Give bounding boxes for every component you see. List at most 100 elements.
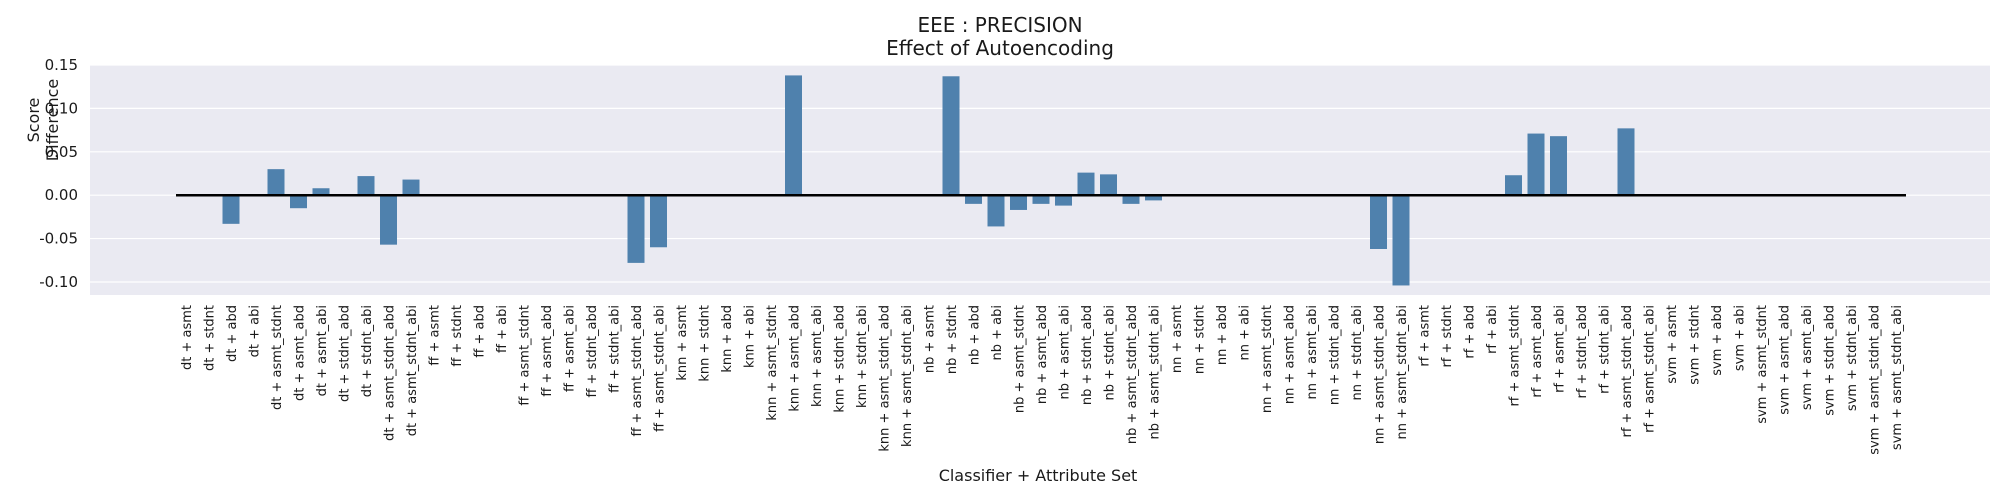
bar	[1055, 195, 1072, 206]
x-tick-label: ff + stdnt_abi	[608, 305, 623, 393]
x-tick-label: ff + abd	[473, 305, 488, 358]
x-tick-label: dt + asmt_abd	[293, 305, 308, 401]
y-tick-label: 0.10	[45, 99, 78, 117]
x-tick-label: dt + asmt_abi	[315, 305, 330, 396]
bar	[1077, 172, 1095, 196]
x-tick-label: svm + asmt_stdnt	[1755, 305, 1770, 424]
x-tick-label: svm + asmt_stdnt_abi	[1890, 305, 1905, 450]
bar	[1527, 133, 1545, 196]
x-tick-label: dt + stdnt_abd	[338, 305, 353, 402]
x-tick-label: rf + abi	[1485, 305, 1500, 354]
x-tick-label: dt + abd	[225, 305, 240, 362]
bar	[1550, 136, 1567, 196]
x-tick-label: knn + stdnt_abd	[833, 305, 848, 413]
x-tick-label: ff + asmt_stdnt_abi	[653, 305, 668, 432]
x-tick-label: knn + asmt_stdnt	[765, 305, 780, 421]
x-tick-label: dt + asmt	[180, 305, 195, 370]
x-tick-label: nn + abd	[1215, 305, 1230, 365]
x-tick-label: rf + asmt_stdnt_abd	[1620, 305, 1635, 438]
x-tick-label: svm + stdnt	[1688, 305, 1703, 385]
bar	[357, 176, 375, 196]
x-tick-label: rf + asmt	[1418, 305, 1433, 367]
x-tick-label: nb + stdnt	[945, 305, 960, 374]
x-tick-label: rf + asmt_stdnt	[1508, 305, 1523, 407]
bar	[627, 195, 645, 263]
chart-subtitle: Effect of Autoencoding	[886, 36, 1114, 60]
x-tick-label: dt + stdnt	[203, 305, 218, 371]
y-tick-label: -0.10	[39, 273, 78, 291]
bar	[965, 195, 982, 204]
x-tick-label: rf + asmt_abi	[1553, 305, 1568, 393]
x-tick-label: nn + asmt_stdnt_abd	[1373, 305, 1388, 444]
bar	[312, 188, 330, 196]
bar	[380, 195, 397, 245]
bar	[1505, 175, 1522, 196]
x-tick-label: nb + asmt_stdnt	[1013, 305, 1028, 413]
bar	[942, 76, 960, 196]
x-tick-label: knn + asmt_stdnt_abd	[878, 305, 893, 452]
bar	[222, 195, 240, 224]
x-tick-label: nb + abi	[990, 305, 1005, 360]
x-tick-label: dt + stdnt_abi	[360, 305, 375, 397]
x-tick-label: nb + asmt_stdnt_abd	[1125, 305, 1140, 444]
bar	[402, 179, 420, 196]
x-tick-label: nn + asmt_abi	[1305, 305, 1320, 399]
x-tick-label: nb + asmt_stdnt_abi	[1148, 305, 1163, 439]
chart-title: EEE : PRECISION	[917, 13, 1083, 37]
x-tick-label: nn + asmt_stdnt_abi	[1395, 305, 1410, 439]
x-tick-label: dt + asmt_stdnt_abd	[383, 305, 398, 441]
x-tick-label: ff + stdnt	[450, 305, 465, 367]
x-tick-label: nb + asmt_abd	[1035, 305, 1050, 404]
bar	[267, 169, 285, 196]
y-tick-label: 0.15	[45, 56, 78, 74]
bar	[1145, 195, 1162, 201]
x-tick-label: nb + stdnt_abi	[1103, 305, 1118, 400]
x-tick-label: ff + asmt_abi	[563, 305, 578, 392]
bar	[987, 195, 1005, 227]
x-tick-label: ff + stdnt_abd	[585, 305, 600, 398]
y-tick-label: 0.05	[45, 143, 78, 161]
x-tick-label: knn + stdnt_abi	[855, 305, 870, 408]
plot-background	[90, 65, 1990, 295]
x-tick-label: nn + stdnt_abi	[1350, 305, 1365, 400]
x-tick-label: knn + abi	[743, 305, 758, 368]
x-tick-label: svm + asmt_abi	[1800, 305, 1815, 410]
x-tick-label: nb + asmt	[923, 305, 938, 373]
x-tick-label: dt + abi	[248, 305, 263, 357]
x-tick-label: ff + abi	[495, 305, 510, 353]
bar	[1370, 195, 1387, 249]
x-tick-label: knn + asmt_stdnt_abi	[900, 305, 915, 447]
x-tick-label: ff + asmt_stdnt_abd	[630, 305, 645, 437]
x-tick-label: knn + asmt_abd	[788, 305, 803, 412]
x-tick-label: nb + asmt_abi	[1058, 305, 1073, 399]
bar	[785, 75, 802, 196]
bar	[290, 195, 307, 209]
x-tick-label: rf + stdnt_abi	[1598, 305, 1613, 394]
x-tick-label: svm + abd	[1710, 305, 1725, 376]
x-tick-label: nn + stdnt_abd	[1328, 305, 1343, 405]
x-tick-label: knn + asmt	[675, 305, 690, 381]
bar	[1392, 195, 1410, 286]
x-tick-label: nn + abi	[1238, 305, 1253, 360]
y-tick-label: -0.05	[39, 230, 78, 248]
bar	[650, 195, 667, 248]
x-tick-label: nb + stdnt_abd	[1080, 305, 1095, 405]
x-tick-label: nn + asmt	[1170, 305, 1185, 373]
x-tick-label: dt + asmt_stdnt_abi	[405, 305, 420, 436]
x-tick-label: rf + stdnt	[1440, 305, 1455, 368]
x-tick-label: rf + stdnt_abd	[1575, 305, 1590, 399]
x-tick-label: knn + asmt_abi	[810, 305, 825, 407]
x-tick-label: svm + asmt	[1665, 305, 1680, 384]
bar	[1122, 195, 1140, 204]
x-tick-label: nn + stdnt	[1193, 305, 1208, 374]
y-axis-label: Score Difference	[24, 78, 62, 162]
bar	[1100, 174, 1117, 196]
x-tick-label: dt + asmt_stdnt	[270, 305, 285, 410]
x-tick-label: ff + asmt_stdnt	[518, 305, 533, 406]
x-tick-label: svm + asmt_stdnt_abd	[1868, 305, 1883, 455]
x-tick-label: rf + abd	[1463, 305, 1478, 359]
bar	[1032, 195, 1050, 204]
x-tick-label: rf + asmt_stdnt_abi	[1643, 305, 1658, 433]
